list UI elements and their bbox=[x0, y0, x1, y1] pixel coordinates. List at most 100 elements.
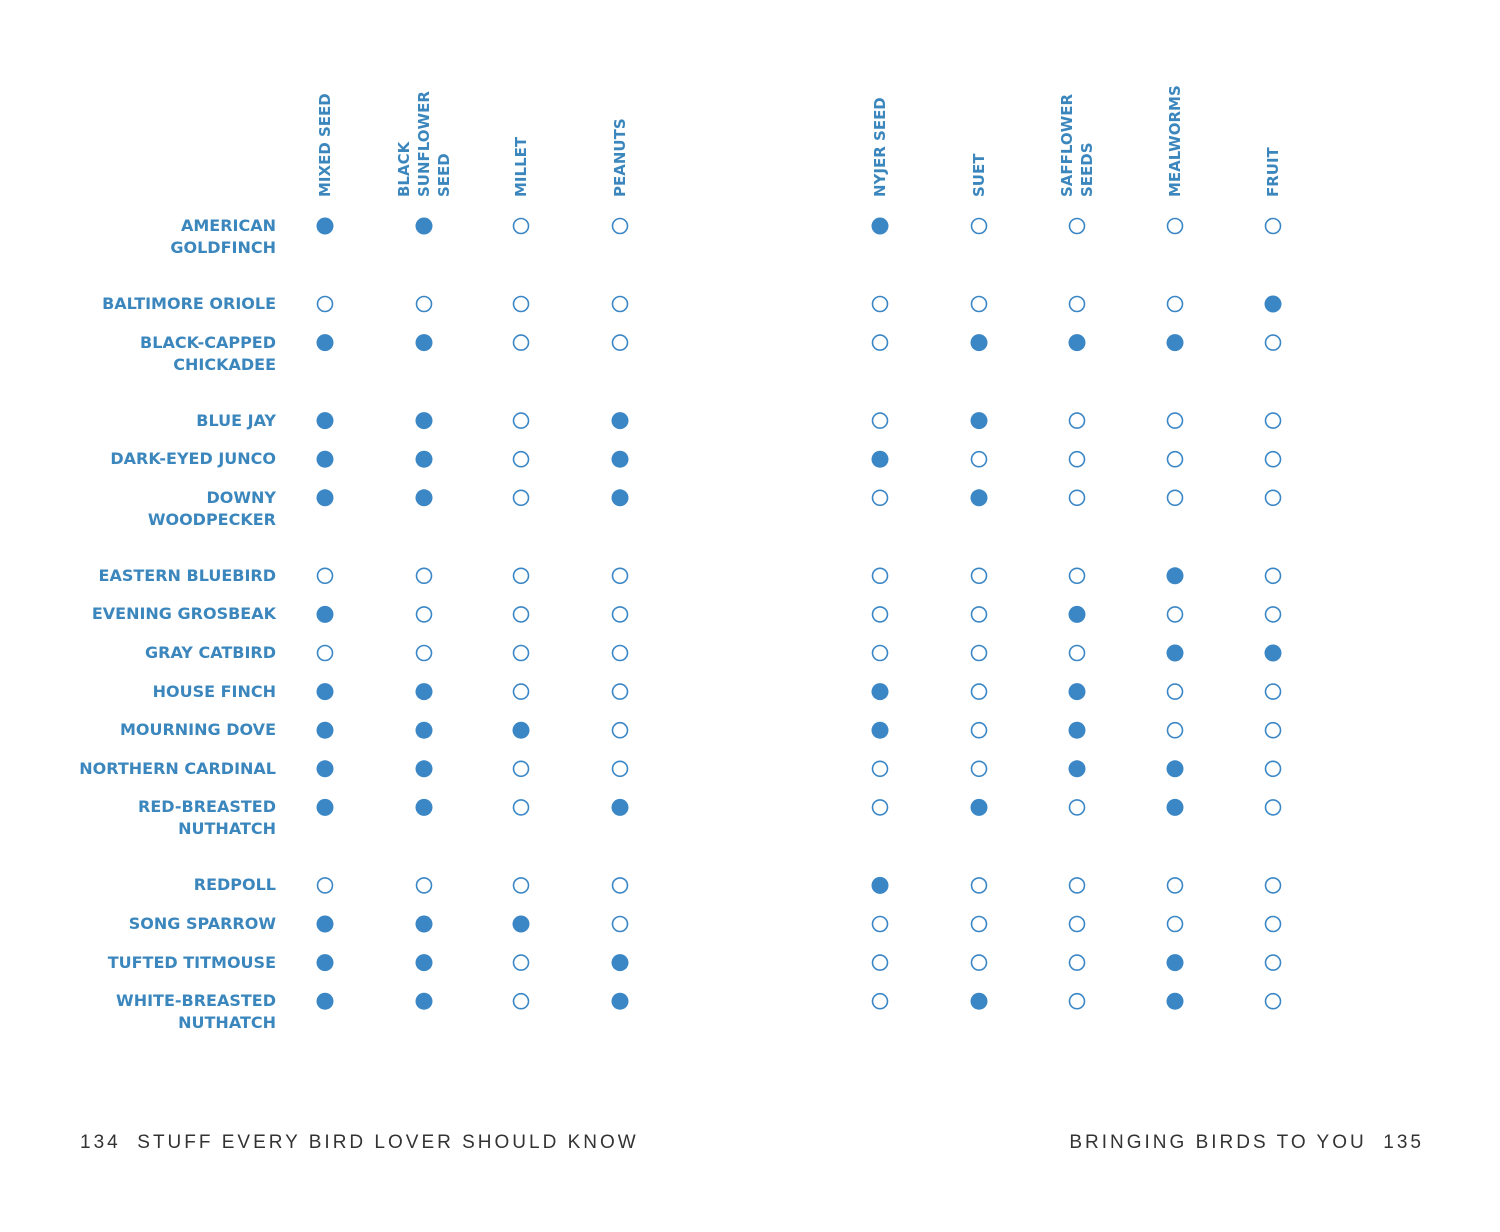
empty-dot bbox=[1068, 567, 1086, 585]
empty-dot bbox=[611, 334, 629, 351]
filled-dot bbox=[316, 954, 334, 972]
empty-dot bbox=[512, 489, 530, 507]
empty-dot bbox=[1264, 799, 1282, 816]
empty-dot bbox=[871, 760, 889, 778]
empty-dot bbox=[1264, 877, 1282, 894]
empty-dot bbox=[512, 412, 530, 429]
chapter-title: BRINGING BIRDS TO YOU bbox=[1069, 1132, 1367, 1153]
empty-dot bbox=[1166, 915, 1184, 933]
filled-dot bbox=[415, 412, 433, 430]
filled-dot bbox=[970, 992, 988, 1010]
filled-dot bbox=[1166, 954, 1184, 972]
filled-dot bbox=[415, 217, 433, 235]
empty-dot bbox=[415, 567, 433, 585]
empty-dot bbox=[1166, 877, 1184, 894]
filled-dot bbox=[316, 605, 334, 623]
bird-name: MOURNING DOVE bbox=[119, 720, 276, 740]
column-header: MILLET bbox=[512, 136, 530, 197]
footer-left: 134 STUFF EVERY BIRD LOVER SHOULD KNOW bbox=[80, 1132, 639, 1154]
column-header: SAFFLOWER SEEDS bbox=[1058, 93, 1096, 197]
filled-dot bbox=[1068, 721, 1086, 739]
page-number: 134 bbox=[80, 1132, 121, 1153]
empty-dot bbox=[1166, 412, 1184, 429]
empty-dot bbox=[415, 644, 433, 662]
empty-dot bbox=[1264, 450, 1282, 468]
empty-dot bbox=[871, 567, 889, 585]
filled-dot bbox=[1166, 567, 1184, 585]
empty-dot bbox=[512, 992, 530, 1010]
empty-dot bbox=[512, 606, 530, 623]
empty-dot bbox=[970, 760, 988, 778]
empty-dot bbox=[1264, 606, 1282, 623]
empty-dot bbox=[512, 954, 530, 971]
filled-dot bbox=[316, 992, 334, 1010]
empty-dot bbox=[1264, 489, 1282, 507]
empty-dot bbox=[316, 644, 334, 662]
empty-dot bbox=[871, 606, 889, 623]
filled-dot bbox=[611, 954, 629, 972]
empty-dot bbox=[1166, 217, 1184, 235]
empty-dot bbox=[970, 644, 988, 662]
filled-dot bbox=[512, 915, 530, 933]
filled-dot bbox=[871, 683, 889, 701]
empty-dot bbox=[1068, 644, 1086, 662]
bird-name: TUFTED TITMOUSE bbox=[107, 952, 276, 972]
empty-dot bbox=[1264, 334, 1282, 351]
empty-dot bbox=[512, 217, 530, 235]
empty-dot bbox=[970, 217, 988, 235]
footer-right: BRINGING BIRDS TO YOU 135 bbox=[1069, 1132, 1424, 1154]
empty-dot bbox=[316, 877, 334, 894]
empty-dot bbox=[1166, 450, 1184, 468]
bird-name: WHITE-BREASTED NUTHATCH bbox=[116, 991, 276, 1033]
empty-dot bbox=[970, 295, 988, 313]
empty-dot bbox=[871, 412, 889, 429]
filled-dot bbox=[316, 450, 334, 468]
bird-name: GRAY CATBIRD bbox=[144, 643, 276, 662]
filled-dot bbox=[415, 334, 433, 352]
column-header: MIXED SEED bbox=[316, 93, 334, 197]
filled-dot bbox=[1068, 683, 1086, 701]
empty-dot bbox=[1264, 954, 1282, 971]
filled-dot bbox=[611, 450, 629, 468]
empty-dot bbox=[970, 683, 988, 700]
bird-name: NORTHERN CARDINAL bbox=[79, 758, 276, 778]
filled-dot bbox=[512, 721, 530, 739]
bird-name: EASTERN BLUEBIRD bbox=[98, 565, 276, 585]
bird-name: REDPOLL bbox=[193, 875, 276, 895]
filled-dot bbox=[316, 489, 334, 507]
filled-dot bbox=[1166, 760, 1184, 778]
empty-dot bbox=[1166, 606, 1184, 623]
empty-dot bbox=[1264, 721, 1282, 739]
empty-dot bbox=[512, 567, 530, 585]
empty-dot bbox=[415, 606, 433, 623]
filled-dot bbox=[871, 450, 889, 468]
empty-dot bbox=[871, 295, 889, 313]
filled-dot bbox=[970, 334, 988, 352]
filled-dot bbox=[415, 954, 433, 972]
empty-dot bbox=[611, 567, 629, 585]
empty-dot bbox=[512, 334, 530, 351]
empty-dot bbox=[611, 606, 629, 623]
filled-dot bbox=[415, 992, 433, 1010]
empty-dot bbox=[512, 799, 530, 816]
empty-dot bbox=[1166, 489, 1184, 507]
empty-dot bbox=[512, 877, 530, 894]
filled-dot bbox=[611, 992, 629, 1010]
filled-dot bbox=[316, 798, 334, 816]
filled-dot bbox=[1068, 605, 1086, 623]
empty-dot bbox=[1264, 683, 1282, 700]
filled-dot bbox=[871, 721, 889, 739]
empty-dot bbox=[611, 721, 629, 739]
filled-dot bbox=[1166, 992, 1184, 1010]
empty-dot bbox=[871, 644, 889, 662]
empty-dot bbox=[1264, 992, 1282, 1010]
empty-dot bbox=[1264, 567, 1282, 585]
filled-dot bbox=[415, 721, 433, 739]
empty-dot bbox=[1068, 450, 1086, 468]
empty-dot bbox=[871, 992, 889, 1010]
column-header: NYJER SEED bbox=[871, 97, 889, 197]
empty-dot bbox=[1068, 877, 1086, 894]
empty-dot bbox=[1068, 412, 1086, 429]
empty-dot bbox=[1068, 799, 1086, 816]
